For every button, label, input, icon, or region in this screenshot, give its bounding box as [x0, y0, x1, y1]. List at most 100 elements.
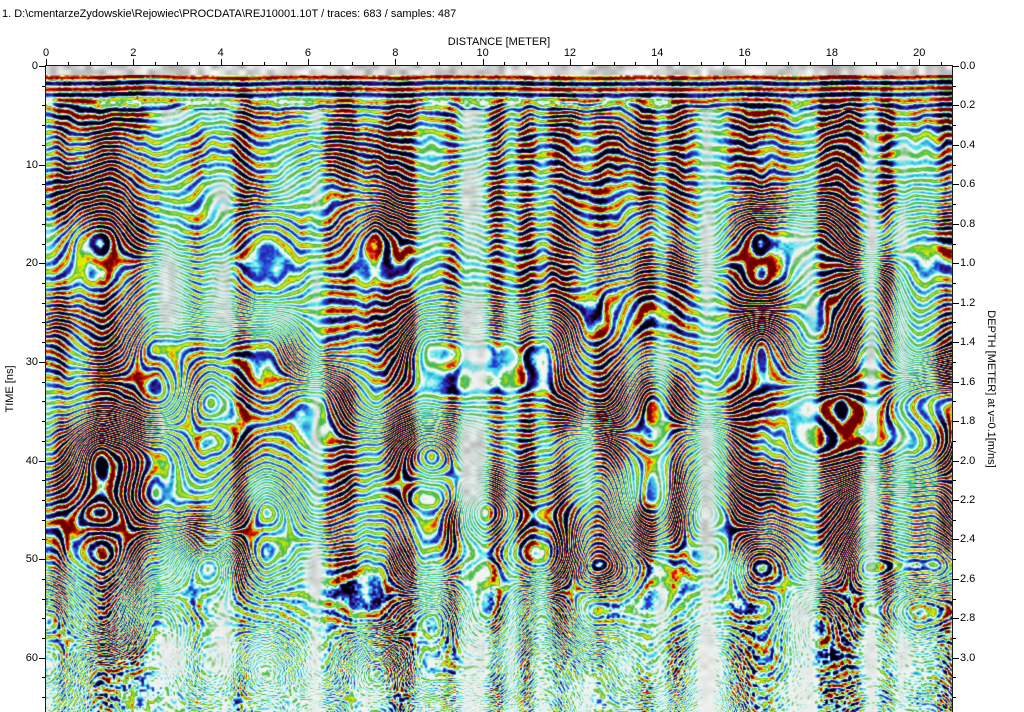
depth-tick-label: 0.8 [960, 217, 976, 230]
time-tick-mark [39, 361, 45, 363]
distance-minor-tick [941, 62, 943, 65]
distance-tick-mark [307, 59, 309, 65]
depth-tick-label: 1.6 [960, 375, 976, 388]
depth-tick-label: 0.4 [960, 138, 976, 151]
time-tick-label: 10 [25, 158, 38, 171]
depth-minor-tick [953, 85, 956, 87]
distance-minor-tick [591, 62, 593, 65]
time-minor-tick [42, 381, 45, 383]
distance-minor-tick [722, 62, 724, 65]
depth-tick-label: 3.0 [960, 651, 976, 664]
distance-tick-mark [569, 59, 571, 65]
distance-minor-tick [897, 62, 899, 65]
depth-tick-mark [953, 578, 959, 580]
time-tick-label: 0 [31, 60, 38, 72]
depth-tick-mark [953, 302, 959, 304]
depth-minor-tick [953, 480, 956, 482]
time-minor-tick [42, 499, 45, 501]
time-minor-tick [42, 519, 45, 521]
distance-minor-tick [526, 62, 528, 65]
time-minor-tick [42, 618, 45, 620]
depth-tick-label: 0.0 [960, 60, 976, 72]
depth-tick-mark [953, 263, 959, 265]
time-minor-tick [42, 401, 45, 403]
time-minor-tick [42, 578, 45, 580]
distance-tick-label: 8 [392, 47, 399, 59]
distance-minor-tick [788, 62, 790, 65]
time-minor-tick [42, 223, 45, 225]
depth-minor-tick [953, 440, 956, 442]
distance-tick-label: 14 [651, 47, 664, 59]
time-tick-mark [39, 460, 45, 462]
depth-tick-label: 1.0 [960, 257, 976, 270]
distance-minor-tick [679, 62, 681, 65]
time-minor-tick [42, 342, 45, 344]
depth-tick-label: 2.8 [960, 612, 976, 625]
time-tick-mark [39, 66, 45, 67]
distance-minor-tick [176, 62, 178, 65]
depth-tick-mark [953, 342, 959, 344]
time-minor-tick [42, 125, 45, 127]
distance-minor-tick [67, 62, 69, 65]
time-minor-tick [42, 421, 45, 423]
time-minor-tick [42, 598, 45, 600]
depth-tick-label: 2.6 [960, 572, 976, 585]
depth-minor-tick [953, 519, 956, 521]
distance-minor-tick [635, 62, 637, 65]
distance-minor-tick [810, 62, 812, 65]
time-tick-mark [39, 164, 45, 166]
depth-tick-label: 0.6 [960, 178, 976, 191]
distance-tick-label: 6 [304, 47, 312, 59]
distance-minor-tick [853, 62, 855, 65]
depth-tick-mark [953, 499, 959, 501]
distance-minor-tick [766, 62, 768, 65]
distance-minor-tick [700, 62, 702, 65]
depth-tick-label: 0.2 [960, 99, 976, 112]
distance-tick-mark [744, 59, 746, 65]
distance-tick-mark [657, 59, 659, 65]
time-minor-tick [42, 204, 45, 206]
distance-minor-tick [875, 62, 877, 65]
depth-tick-label: 1.2 [960, 296, 976, 309]
distance-tick-mark [395, 59, 397, 65]
depth-tick-mark [953, 657, 959, 659]
distance-minor-tick [286, 62, 288, 65]
time-minor-tick [42, 677, 45, 679]
time-tick-mark [39, 559, 45, 561]
distance-minor-tick [373, 62, 375, 65]
distance-tick-label: 20 [913, 47, 926, 59]
distance-tick-mark [919, 59, 921, 65]
depth-minor-tick [953, 638, 956, 640]
depth-minor-tick [953, 243, 956, 245]
time-minor-tick [42, 85, 45, 87]
distance-minor-tick [264, 62, 266, 65]
depth-minor-tick [953, 559, 956, 561]
depth-minor-tick [953, 322, 956, 324]
distance-minor-tick [613, 62, 615, 65]
distance-minor-tick [417, 62, 419, 65]
time-tick-label: 60 [25, 651, 38, 664]
time-minor-tick [42, 302, 45, 304]
distance-minor-tick [242, 62, 244, 65]
time-minor-tick [42, 638, 45, 640]
depth-minor-tick [953, 164, 956, 166]
distance-minor-tick [351, 62, 353, 65]
depth-tick-label: 2.4 [960, 533, 976, 546]
depth-minor-tick [953, 401, 956, 403]
depth-minor-tick [953, 697, 956, 699]
depth-minor-tick [953, 598, 956, 600]
time-axis-label: TIME [ns] [4, 365, 16, 413]
time-minor-tick [42, 243, 45, 245]
depth-minor-tick [953, 677, 956, 679]
distance-minor-tick [460, 62, 462, 65]
depth-minor-tick [953, 361, 956, 363]
depth-tick-label: 1.4 [960, 336, 976, 349]
depth-tick-mark [953, 144, 959, 146]
distance-tick-label: 2 [130, 47, 137, 59]
time-tick-mark [39, 657, 45, 659]
distance-minor-tick [548, 62, 550, 65]
depth-tick-mark [953, 539, 959, 541]
distance-minor-tick [198, 62, 200, 65]
depth-axis-label: DEPTH [METER] at v=0.1[m/ns] [985, 310, 997, 468]
distance-tick-label: 0 [42, 47, 50, 59]
